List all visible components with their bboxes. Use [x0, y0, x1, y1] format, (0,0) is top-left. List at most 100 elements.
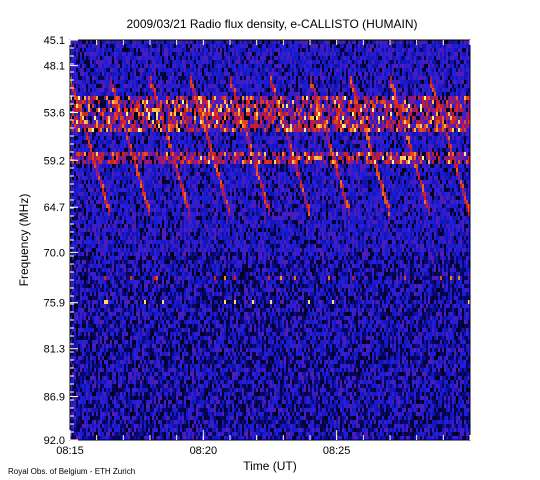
heatmap-cell: [386, 136, 389, 141]
heatmap-cell: [148, 120, 151, 125]
heatmap-cell: [268, 72, 271, 77]
heatmap-cell: [104, 108, 107, 113]
heatmap-cell: [164, 48, 167, 53]
heatmap-cell: [148, 104, 151, 109]
heatmap-cell: [342, 92, 345, 97]
heatmap-cell: [160, 96, 163, 101]
heatmap-cell: [282, 104, 285, 109]
heatmap-cell: [130, 44, 133, 49]
heatmap-cell: [258, 88, 261, 93]
heatmap-cell: [286, 92, 289, 97]
heatmap-cell: [430, 48, 433, 53]
heatmap-cell: [370, 136, 373, 141]
heatmap-cell: [178, 76, 181, 81]
heatmap-cell: [220, 96, 223, 101]
heatmap-cell: [188, 116, 191, 121]
heatmap-cell: [270, 100, 273, 105]
heatmap-cell: [210, 132, 213, 137]
heatmap-cell: [254, 68, 257, 73]
heatmap-cell: [424, 136, 427, 141]
heatmap-cell: [108, 56, 111, 61]
heatmap-cell: [372, 88, 375, 93]
heatmap-cell: [236, 64, 239, 69]
heatmap-cell: [168, 72, 171, 77]
heatmap-cell: [336, 48, 339, 53]
heatmap-cell: [424, 76, 427, 81]
heatmap-cell: [226, 112, 229, 117]
heatmap-cell: [294, 56, 297, 61]
heatmap-cell: [118, 100, 121, 105]
heatmap-cell: [274, 120, 277, 125]
heatmap-cell: [408, 112, 411, 117]
heatmap-cell: [334, 124, 337, 129]
heatmap-cell: [244, 116, 247, 121]
heatmap-cell: [462, 124, 465, 129]
heatmap-cell: [94, 116, 97, 121]
heatmap-cell: [442, 44, 445, 49]
heatmap-cell: [458, 72, 461, 77]
heatmap-cell: [72, 112, 75, 117]
heatmap-cell: [360, 64, 363, 69]
heatmap-cell: [418, 128, 421, 133]
heatmap-cell: [158, 128, 161, 133]
heatmap-cell: [238, 76, 241, 81]
heatmap-cell: [440, 112, 443, 117]
heatmap-cell: [330, 40, 333, 45]
heatmap-cell: [370, 128, 373, 133]
heatmap-cell: [272, 96, 275, 101]
heatmap-cell: [94, 104, 97, 109]
heatmap-cell: [362, 80, 365, 85]
heatmap-cell: [142, 44, 145, 49]
heatmap-cell: [252, 136, 255, 141]
heatmap-cell: [292, 60, 295, 65]
heatmap-cell: [252, 64, 255, 69]
heatmap-cell: [268, 136, 271, 141]
heatmap-cell: [142, 128, 145, 133]
heatmap-cell: [370, 124, 373, 129]
heatmap-cell: [414, 92, 417, 97]
heatmap-cell: [426, 120, 429, 125]
heatmap-cell: [134, 84, 137, 89]
heatmap-cell: [356, 136, 359, 141]
heatmap-cell: [284, 44, 287, 49]
heatmap-cell: [142, 48, 145, 53]
heatmap-cell: [226, 108, 229, 113]
heatmap-cell: [326, 100, 329, 105]
heatmap-cell: [240, 80, 243, 85]
heatmap-cell: [284, 108, 287, 113]
heatmap-cell: [190, 128, 193, 133]
heatmap-cell: [276, 68, 279, 73]
heatmap-cell: [318, 120, 321, 125]
heatmap-cell: [88, 84, 91, 89]
heatmap-cell: [308, 76, 311, 81]
heatmap-cell: [320, 112, 323, 117]
heatmap-cell: [178, 112, 181, 117]
heatmap-cell: [358, 60, 361, 65]
heatmap-cell: [324, 56, 327, 61]
heatmap-cell: [112, 112, 115, 117]
heatmap-cell: [384, 92, 387, 97]
heatmap-cell: [370, 40, 373, 45]
heatmap-cell: [292, 76, 295, 81]
heatmap-cell: [116, 116, 119, 121]
heatmap-cell: [86, 124, 89, 129]
heatmap-cell: [444, 92, 447, 97]
heatmap-cell: [392, 68, 395, 73]
heatmap-cell: [420, 64, 423, 69]
heatmap-cell: [160, 108, 163, 113]
heatmap-cell: [336, 68, 339, 73]
heatmap-cell: [282, 108, 285, 113]
heatmap-cell: [226, 60, 229, 65]
heatmap-cell: [206, 52, 209, 57]
heatmap-cell: [162, 132, 165, 137]
heatmap-cell: [458, 64, 461, 69]
heatmap-cell: [240, 120, 243, 125]
heatmap-cell: [120, 108, 123, 113]
heatmap-cell: [356, 44, 359, 49]
heatmap-cell: [420, 108, 423, 113]
heatmap-cell: [468, 88, 471, 93]
heatmap-cell: [446, 64, 449, 69]
heatmap-cell: [118, 120, 121, 125]
heatmap-cell: [116, 136, 119, 141]
heatmap-cell: [466, 128, 469, 133]
